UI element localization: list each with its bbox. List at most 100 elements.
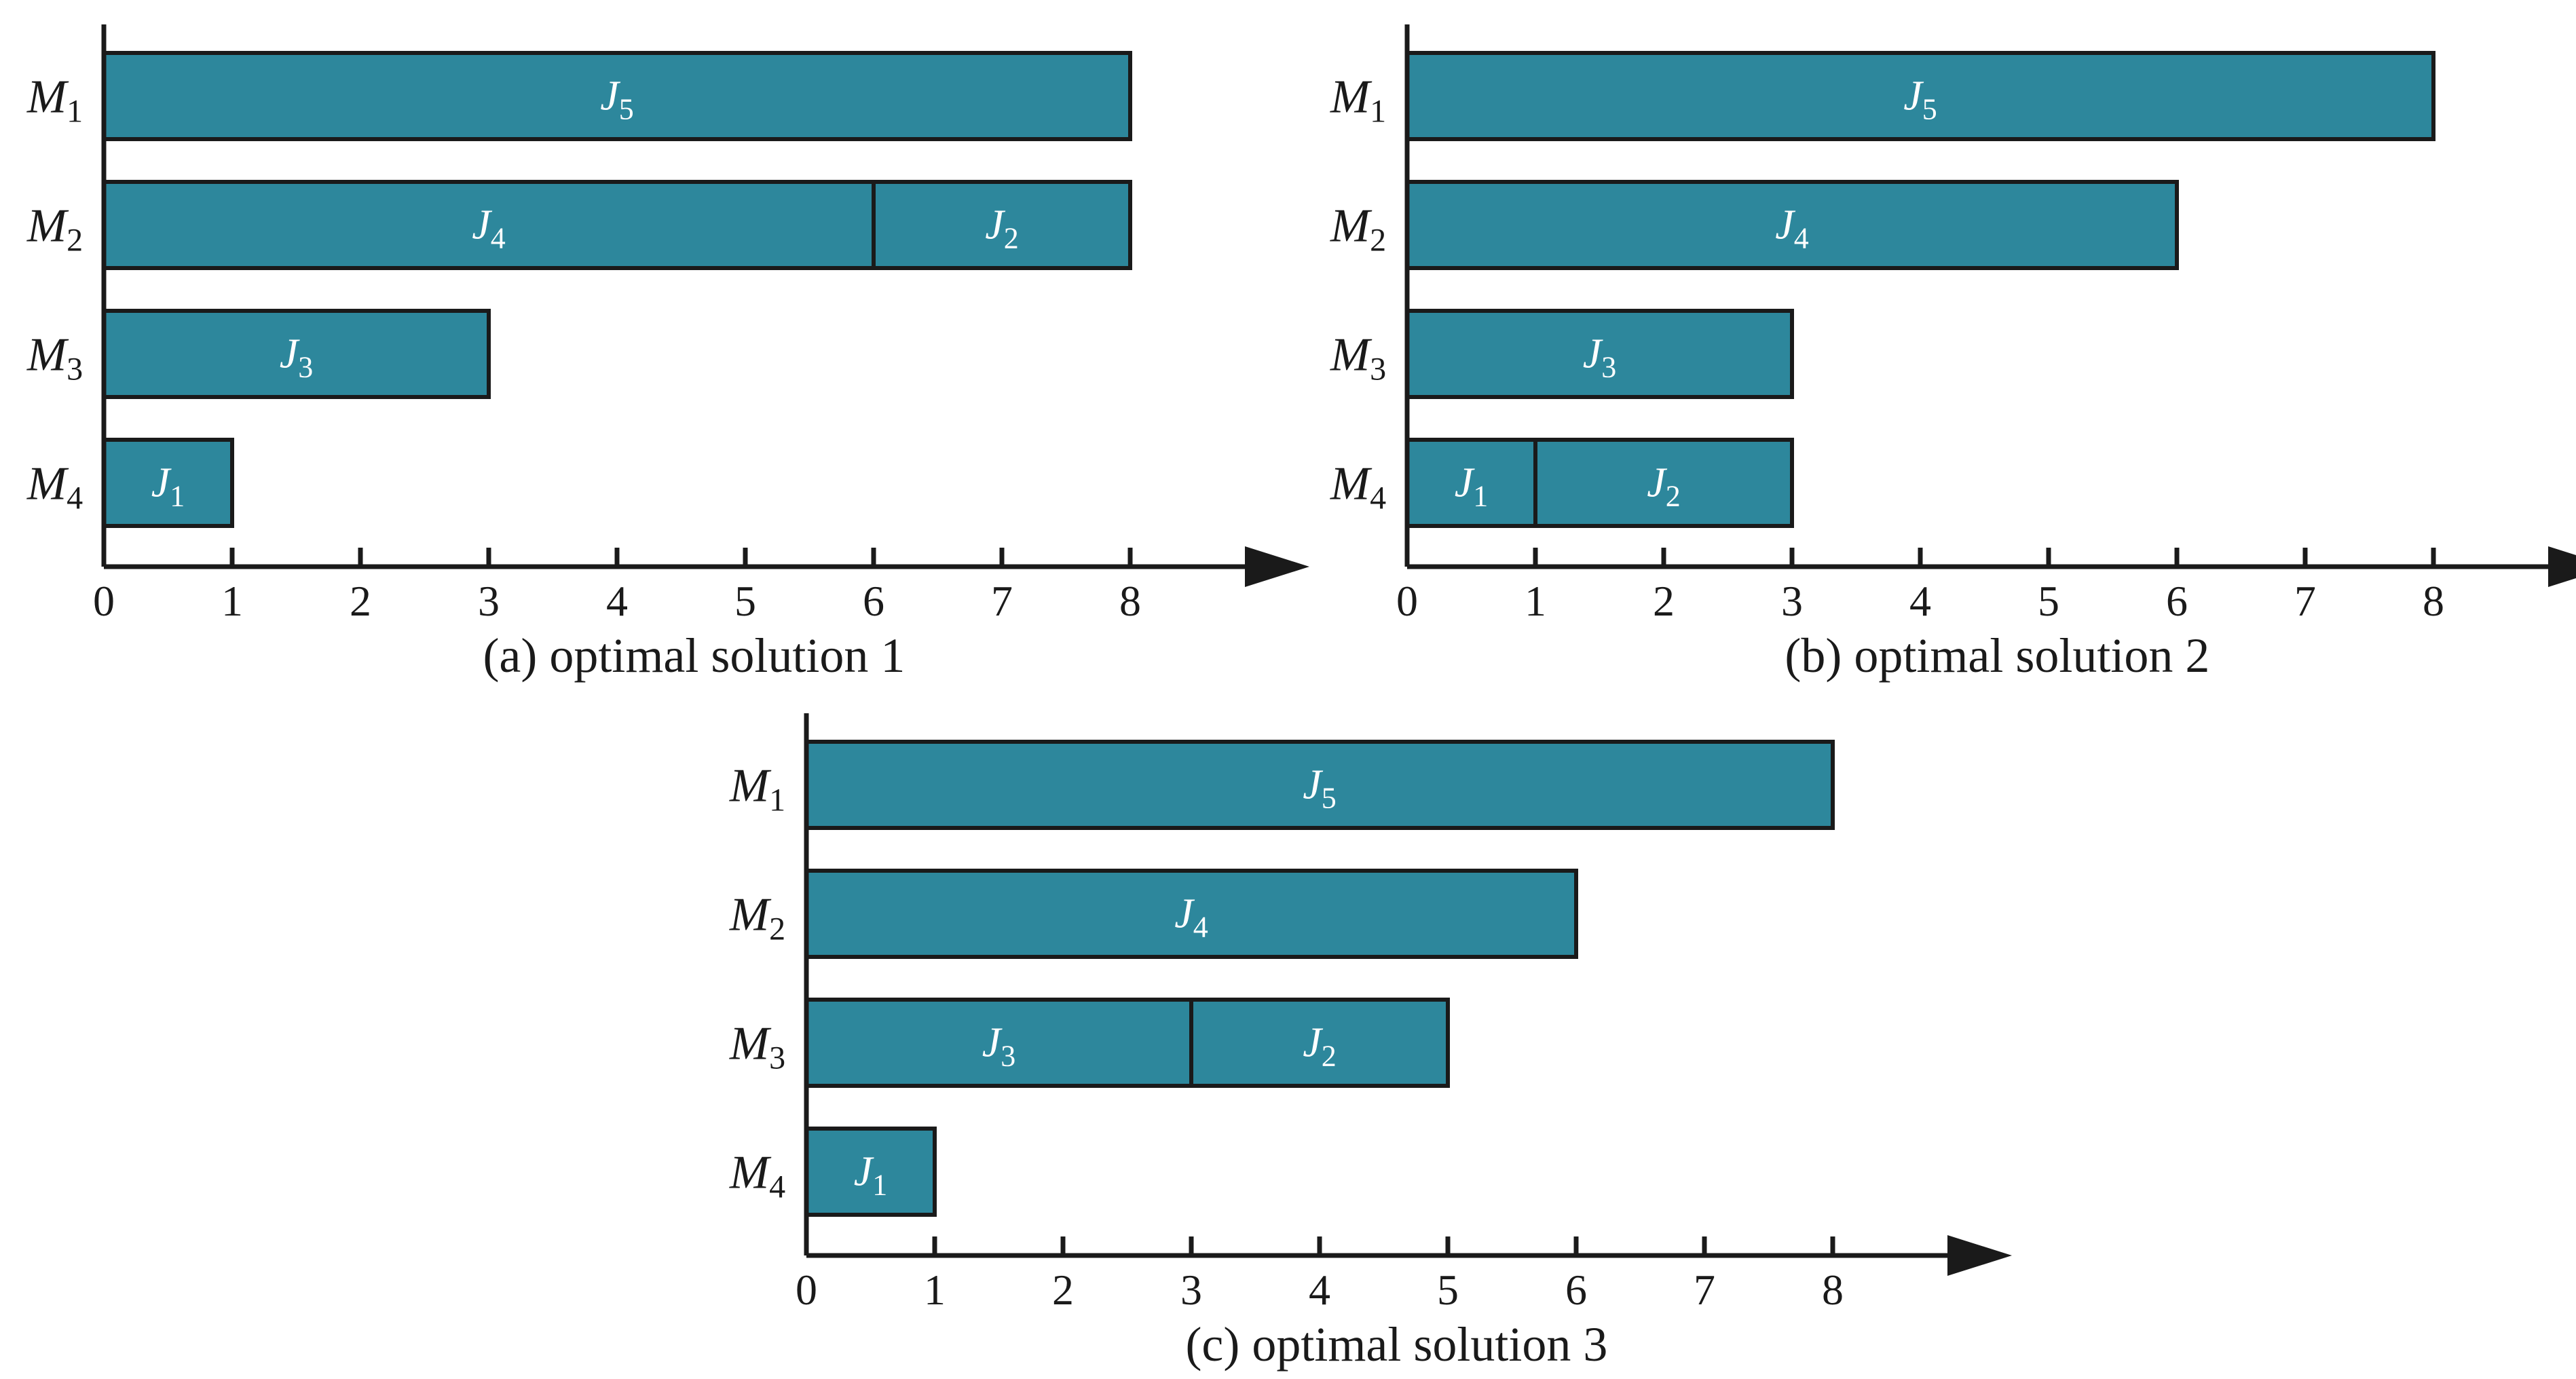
job-label-j4-letter: J bbox=[1174, 891, 1195, 937]
machine-label-2-subscript: 2 bbox=[1370, 223, 1386, 259]
job-label-j1-letter: J bbox=[854, 1149, 874, 1195]
job-label-j2-letter: J bbox=[985, 202, 1005, 248]
job-label-j3-letter: J bbox=[982, 1020, 1003, 1066]
x-tick-label-7: 7 bbox=[2294, 577, 2316, 625]
job-label-j5: J5 bbox=[1903, 73, 1937, 126]
job-bar-j2 bbox=[1189, 998, 1450, 1088]
machine-label-2-letter: M bbox=[26, 200, 69, 252]
machine-row-3: M3 J3 bbox=[26, 309, 491, 399]
job-label-j3-letter: J bbox=[280, 331, 300, 377]
job-label-j2-letter: J bbox=[1303, 1020, 1323, 1066]
job-bar-j3 bbox=[1405, 309, 1794, 399]
machine-label-2: M2 bbox=[1330, 200, 1386, 259]
job-bar-j2 bbox=[872, 180, 1132, 270]
job-label-j3-letter: J bbox=[1583, 331, 1603, 377]
job-label-j5-letter: J bbox=[600, 73, 620, 119]
machine-label-4-letter: M bbox=[26, 458, 69, 510]
job-bar-j4 bbox=[804, 869, 1578, 959]
machine-row-4: M4 J1 bbox=[729, 1127, 937, 1217]
machine-label-1-subscript: 1 bbox=[67, 94, 83, 130]
machine-label-2-subscript: 2 bbox=[769, 911, 785, 947]
x-tick-label-1: 1 bbox=[924, 1266, 946, 1314]
machine-label-4-letter: M bbox=[729, 1147, 772, 1199]
job-label-j3: J3 bbox=[1583, 331, 1617, 384]
machine-label-3: M3 bbox=[26, 329, 83, 388]
x-tick-label-4: 4 bbox=[606, 577, 628, 625]
x-tick-label-1: 1 bbox=[1525, 577, 1546, 625]
job-label-j3: J3 bbox=[982, 1020, 1016, 1073]
machine-row-1: M1 J5 bbox=[1330, 51, 2435, 141]
x-tick-label-2: 2 bbox=[1052, 1266, 1074, 1314]
job-label-j1: J1 bbox=[151, 460, 185, 513]
job-label-j1: J1 bbox=[1455, 460, 1489, 513]
job-label-j3-subscript: 3 bbox=[1001, 1040, 1015, 1073]
job-label-j1: J1 bbox=[854, 1149, 888, 1202]
job-label-j1-letter: J bbox=[1455, 460, 1475, 506]
x-axis-arrow-icon bbox=[1245, 546, 1309, 587]
machine-row-3: M3 J3 J2 bbox=[729, 998, 1450, 1088]
machine-row-1: M1 J5 bbox=[26, 51, 1132, 141]
machine-label-3-letter: M bbox=[26, 329, 69, 381]
job-label-j4-letter: J bbox=[472, 202, 492, 248]
panel-caption: (a) optimal solution 1 bbox=[483, 628, 905, 683]
x-tick-label-3: 3 bbox=[1180, 1266, 1202, 1314]
x-tick-label-5: 5 bbox=[2038, 577, 2059, 625]
job-bar-j4 bbox=[1405, 180, 2179, 270]
job-label-j3-subscript: 3 bbox=[298, 351, 313, 384]
job-label-j5: J5 bbox=[600, 73, 634, 126]
machine-label-2-subscript: 2 bbox=[67, 223, 83, 259]
job-label-j1-subscript: 1 bbox=[170, 480, 185, 513]
machine-row-3: M3 J3 bbox=[1330, 309, 1794, 399]
job-bar-j1 bbox=[1405, 438, 1537, 528]
machine-label-1-letter: M bbox=[1330, 71, 1373, 124]
panel-caption: (c) optimal solution 3 bbox=[1185, 1317, 1607, 1372]
job-label-j5-subscript: 5 bbox=[1322, 782, 1337, 815]
machine-row-2: M2 J4 bbox=[1330, 180, 2179, 270]
job-label-j5-letter: J bbox=[1903, 73, 1924, 119]
machine-label-4: M4 bbox=[26, 458, 83, 516]
job-label-j2-letter: J bbox=[1647, 460, 1667, 506]
machine-label-4-subscript: 4 bbox=[1370, 480, 1386, 516]
x-tick-label-6: 6 bbox=[863, 577, 884, 625]
machine-label-3: M3 bbox=[1330, 329, 1386, 388]
job-label-j4-subscript: 4 bbox=[1193, 911, 1208, 944]
job-label-j5-subscript: 5 bbox=[1922, 93, 1937, 126]
machine-label-3: M3 bbox=[729, 1018, 785, 1076]
machine-row-4: M4 J1 bbox=[26, 438, 234, 528]
machine-label-3-letter: M bbox=[729, 1018, 772, 1070]
x-tick-label-3: 3 bbox=[1781, 577, 1803, 625]
x-tick-label-0: 0 bbox=[1396, 577, 1418, 625]
x-tick-label-1: 1 bbox=[221, 577, 243, 625]
job-label-j5: J5 bbox=[1303, 762, 1337, 815]
job-label-j4-subscript: 4 bbox=[1794, 222, 1809, 255]
machine-label-4-letter: M bbox=[1330, 458, 1373, 510]
x-tick-label-5: 5 bbox=[734, 577, 756, 625]
job-label-j2: J2 bbox=[1303, 1020, 1337, 1073]
machine-label-1-subscript: 1 bbox=[1370, 94, 1386, 130]
machine-label-4-subscript: 4 bbox=[67, 480, 83, 516]
x-tick-label-3: 3 bbox=[478, 577, 500, 625]
x-tick-label-4: 4 bbox=[1909, 577, 1931, 625]
machine-row-1: M1 J5 bbox=[729, 740, 1835, 830]
machine-row-4: M4 J1 J2 bbox=[1330, 438, 1794, 528]
job-bar-j2 bbox=[1533, 438, 1794, 528]
x-tick-label-7: 7 bbox=[1694, 1266, 1715, 1314]
panel-caption: (b) optimal solution 2 bbox=[1785, 628, 2209, 683]
job-label-j2-subscript: 2 bbox=[1322, 1040, 1337, 1073]
job-label-j4: J4 bbox=[1174, 891, 1208, 944]
machine-label-2-letter: M bbox=[1330, 200, 1373, 252]
x-tick-label-8: 8 bbox=[2423, 577, 2444, 625]
machine-label-4: M4 bbox=[1330, 458, 1386, 516]
job-label-j5-subscript: 5 bbox=[619, 93, 634, 126]
machine-label-3-subscript: 3 bbox=[769, 1040, 785, 1076]
job-label-j3-subscript: 3 bbox=[1601, 351, 1616, 384]
job-label-j1-subscript: 1 bbox=[872, 1169, 887, 1202]
machine-label-3-subscript: 3 bbox=[67, 352, 83, 388]
x-tick-label-4: 4 bbox=[1309, 1266, 1330, 1314]
job-bar-j5 bbox=[804, 740, 1835, 830]
job-label-j4-subscript: 4 bbox=[491, 222, 506, 255]
x-tick-label-0: 0 bbox=[796, 1266, 817, 1314]
